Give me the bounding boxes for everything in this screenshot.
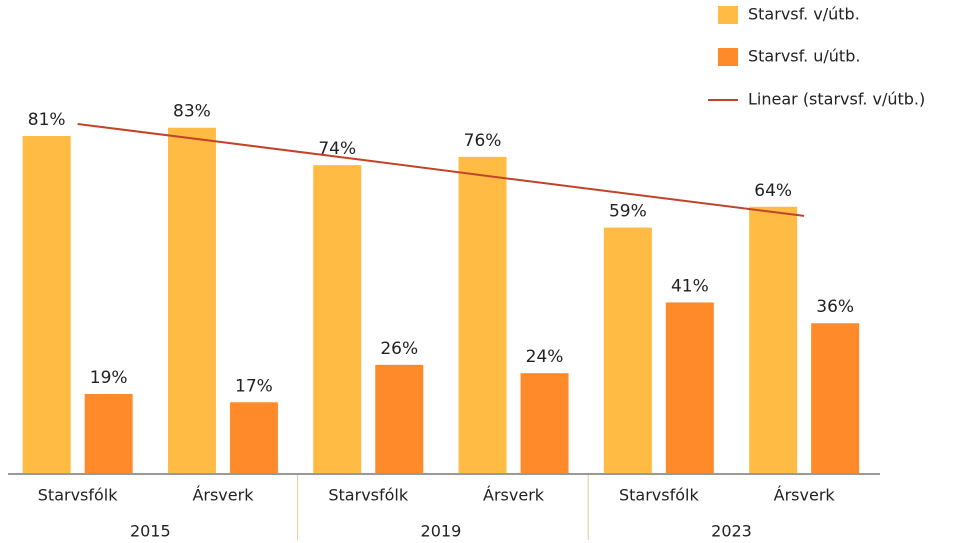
bar — [167, 127, 216, 473]
value-label: 81% — [28, 110, 66, 130]
bar — [84, 393, 133, 473]
x-tick-label: Ársverk — [774, 486, 836, 505]
x-tick-label: Ársverk — [483, 486, 545, 505]
bar — [375, 364, 424, 473]
value-label: 17% — [235, 376, 273, 396]
value-label: 59% — [609, 202, 647, 222]
bar — [665, 302, 714, 473]
bar — [749, 206, 798, 473]
value-label: 74% — [318, 139, 356, 159]
bar — [458, 156, 507, 473]
x-tick-label: Starvsfólk — [619, 486, 699, 505]
bar — [229, 402, 278, 473]
value-label: 64% — [754, 181, 792, 201]
value-label: 26% — [380, 339, 418, 359]
legend-label: Linear (starvsf. v/útb.) — [748, 90, 925, 109]
value-label: 41% — [671, 276, 709, 296]
value-label: 19% — [90, 368, 128, 388]
group-label: 2023 — [711, 522, 752, 541]
legend-swatch — [718, 6, 738, 24]
legend-label: Starvsf. u/útb. — [748, 47, 860, 66]
group-label: 2019 — [421, 522, 462, 541]
trendline — [77, 122, 805, 217]
bar — [313, 165, 362, 473]
value-label: 76% — [464, 131, 502, 151]
legend-swatch — [718, 48, 738, 66]
x-tick-label: Ársverk — [192, 486, 254, 505]
bar — [811, 323, 860, 473]
value-label: 83% — [173, 102, 211, 122]
bar — [520, 373, 569, 473]
x-tick-label: Starvsfólk — [38, 486, 118, 505]
value-label: 24% — [526, 347, 564, 367]
x-tick-label: Starvsfólk — [328, 486, 408, 505]
value-label: 36% — [816, 297, 854, 317]
group-label: 2015 — [130, 522, 171, 541]
bar — [22, 136, 71, 474]
legend-label: Starvsf. v/útb. — [748, 5, 860, 24]
bar — [603, 227, 652, 473]
